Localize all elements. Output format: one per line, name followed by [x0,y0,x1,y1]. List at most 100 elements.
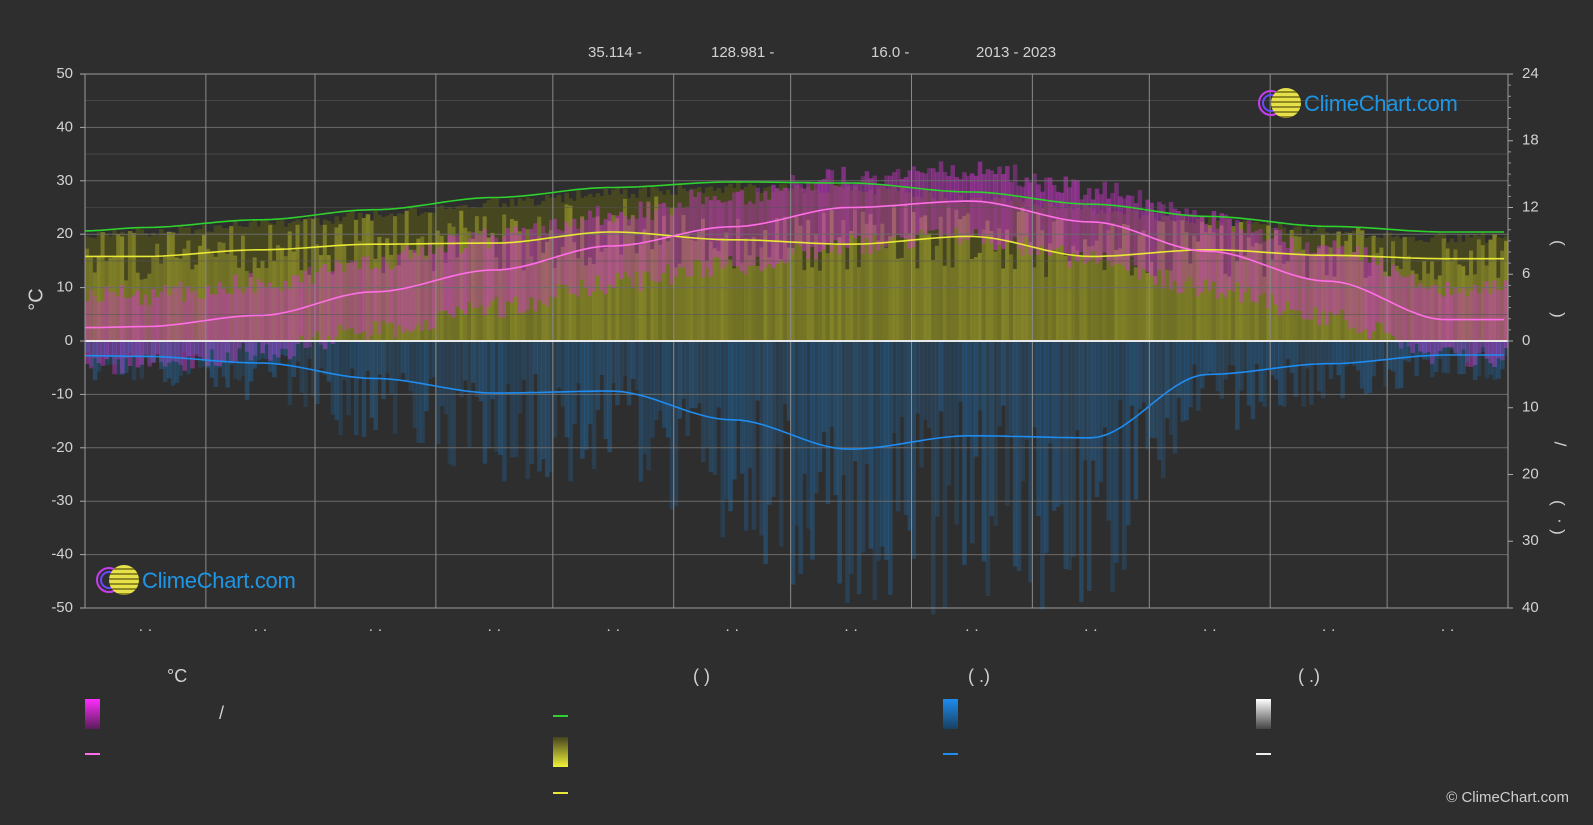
precip-bar [732,341,737,480]
precip-bar [342,341,347,381]
precip-bar [1266,341,1271,370]
precip-bar [455,341,460,391]
sunshine-bar [268,224,273,341]
temp-range-bar [463,248,468,315]
sunshine-line [85,231,1505,260]
sunshine-bar [92,272,98,341]
precip-bar [946,341,952,486]
precip-bar [541,341,546,460]
sunshine-bar [915,268,920,341]
temp-range-bar [478,233,484,306]
temp-range-bar [572,218,577,294]
logo-icon [96,565,139,597]
sunshine-bar [677,263,683,341]
legend-swatch-temp-range [85,699,100,729]
temp-range-bar [443,252,449,311]
precip-bar [712,341,718,475]
temp-range-bar [1332,240,1338,316]
temp-range-bar [490,235,495,301]
precip-bar [1110,341,1115,592]
right-tick-label-hours: 6 [1522,265,1530,282]
temp-range-bar [1122,198,1127,266]
precip-bar [272,341,277,378]
temp-range-bar [431,253,437,329]
temp-range-bar [1367,262,1373,339]
temp-range-bar [315,272,320,332]
temp-range-bar [658,203,663,282]
temp-range-bar [1063,176,1069,253]
precip-bar [880,341,885,547]
temp-range-bar [381,257,386,321]
sunshine-bar [85,248,90,341]
precip-bar [1227,341,1232,365]
temp-range-bar [233,274,238,362]
sunshine-bar [1071,245,1076,341]
sunshine-bar [467,231,472,341]
sunshine-bar [798,225,803,341]
daylight-bar [732,187,737,341]
sunshine-bar [369,220,375,341]
temp-range-bar [1110,192,1115,267]
sunshine-bar [385,238,390,341]
sunshine-bar [775,218,780,341]
sunshine-bar [1426,273,1431,341]
temp-range-bar [209,294,215,350]
temp-range-bar [1176,211,1182,294]
sunshine-bar [1016,211,1022,341]
temp-range-bar [1430,285,1435,364]
logo-top[interactable]: ClimeChart.com [1258,88,1458,120]
month-label: · · [1084,621,1098,638]
logo-bottom[interactable]: ClimeChart.com [96,565,296,597]
precip-bar [155,341,160,354]
temp-range-bar [1149,202,1154,277]
precip-bar [357,341,363,379]
sunshine-bar [845,269,850,341]
temp-range-bar [120,284,125,374]
precip-bar [1277,341,1283,406]
sunshine-bar [416,238,421,341]
temp-range-bar [221,288,226,363]
precip-bar [853,341,858,462]
precip-bar [1496,341,1501,379]
precip-bar [307,341,312,359]
precip-bar [365,341,371,372]
precip-bar [615,341,620,406]
sunshine-bar [880,223,885,341]
sunshine-bar [934,245,940,341]
temp-range-bar [611,222,616,288]
temp-range-bar [973,175,979,230]
temp-range-bar [1196,217,1201,297]
legend-col3-head: ( .) [968,666,990,686]
temp-range-bar [1394,271,1400,343]
precip-bar [892,341,897,433]
precip-bar [864,341,870,464]
temp-range-bar [1363,247,1369,330]
sunshine-bar [1496,277,1501,341]
header-longitude: 128.981 - [711,44,775,61]
temp-range-bar [217,282,223,367]
precip-bar [459,341,464,398]
precip-bar [1188,341,1193,408]
sunshine-bar [841,220,846,341]
precip-bar [743,341,749,531]
precip-bar [872,341,878,601]
temp-range-bar [502,235,507,318]
precip-bar [899,341,905,418]
sunshine-bar [837,237,842,341]
precip-bar [1219,341,1224,399]
temp-range-bar [802,188,807,252]
right-axis-mark-3: / [1550,441,1570,447]
sunshine-bar [100,232,106,341]
temp-range-bar [268,282,273,361]
legend-line-precip [943,753,958,755]
precip-bar [1036,341,1041,517]
temp-range-bar [1223,214,1228,298]
precip-bar [1297,341,1302,364]
precip-bar [888,341,893,595]
sunshine-bar [233,255,238,341]
sunshine-bar [802,270,807,341]
sunshine-bar [623,198,628,341]
precip-bar [194,341,199,355]
sunshine-bar [147,273,152,341]
